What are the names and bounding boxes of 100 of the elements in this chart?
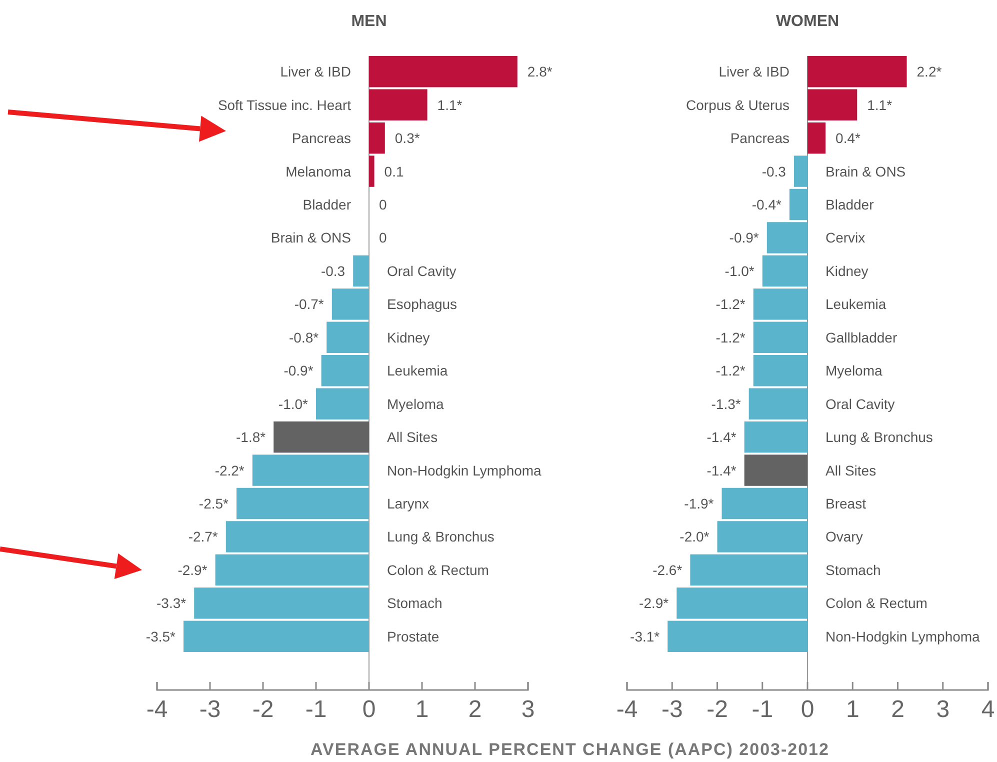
data-label: -2.5* — [198, 496, 230, 512]
data-label: -1.3* — [711, 396, 742, 412]
x-axis-title: AVERAGE ANNUAL PERCENT CHANGE (AAPC) 2003-2012 — [310, 740, 830, 759]
bar — [236, 488, 369, 520]
data-label: -1.2* — [716, 296, 746, 312]
data-label: 2.2* — [916, 64, 942, 80]
data-label: -1.4* — [706, 429, 737, 446]
y-tick-label: Lung & Bronchus — [387, 528, 494, 545]
x-tick-label: 3 — [521, 696, 535, 723]
data-label: -2.7* — [188, 528, 218, 545]
y-tick-label: Myeloma — [826, 362, 883, 379]
data-label: 0.4* — [836, 130, 862, 146]
bar — [766, 222, 808, 254]
y-tick-label: Leukemia — [826, 296, 886, 312]
bar — [369, 156, 374, 187]
data-label: 1.1* — [867, 96, 893, 113]
data-label: -3.1* — [630, 628, 660, 644]
bar — [676, 588, 808, 619]
bar — [326, 322, 369, 354]
x-tick-label: 0 — [800, 696, 814, 723]
chart-title: WOMEN — [776, 13, 840, 30]
data-label: -0.9* — [729, 230, 760, 246]
y-tick-label: Esophagus — [387, 296, 458, 312]
bar — [184, 620, 369, 652]
y-tick-label: Lung & Bronchus — [826, 429, 933, 446]
bar — [332, 288, 369, 320]
x-tick-label: -4 — [146, 696, 168, 723]
bar — [274, 421, 369, 453]
bar — [226, 521, 369, 552]
data-label: 2.8* — [527, 64, 553, 80]
bar — [762, 255, 808, 287]
y-tick-label: Stomach — [826, 562, 881, 578]
bar — [808, 89, 858, 120]
bar — [753, 322, 808, 354]
y-tick-label: Prostate — [387, 628, 440, 644]
data-label: -0.3 — [762, 163, 786, 180]
y-tick-label: Pancreas — [292, 130, 351, 146]
x-tick-label: -1 — [752, 696, 774, 723]
y-tick-label: Larynx — [387, 496, 430, 512]
y-tick-label: Kidney — [387, 329, 430, 346]
bar — [369, 122, 385, 154]
data-label: -2.9* — [178, 562, 208, 578]
bar — [321, 354, 369, 386]
data-label: -1.2* — [716, 329, 746, 346]
y-tick-label: Bladder — [826, 196, 874, 212]
y-tick-label: Colon & Rectum — [387, 562, 489, 578]
x-tick-label: 4 — [981, 696, 995, 723]
bar — [668, 620, 808, 652]
x-tick-label: 2 — [468, 696, 482, 723]
bar — [748, 388, 808, 420]
x-tick-label: -2 — [706, 696, 728, 723]
chart-title: MEN — [351, 13, 387, 30]
data-label: -1.9* — [684, 496, 714, 512]
data-label: 0.3* — [394, 130, 420, 146]
y-tick-label: Pancreas — [730, 130, 790, 146]
bar — [194, 588, 369, 619]
data-label: 0 — [379, 196, 387, 212]
bar — [353, 255, 369, 287]
y-tick-label: Soft Tissue inc. Heart — [218, 96, 352, 113]
y-tick-label: Oral Cavity — [387, 262, 456, 279]
bar — [744, 421, 808, 453]
bar — [794, 156, 808, 187]
x-tick-label: -4 — [616, 696, 638, 723]
data-label: 0.1 — [384, 163, 404, 180]
data-label: -2.0* — [680, 528, 710, 545]
x-tick-label: 1 — [846, 696, 860, 723]
y-tick-label: Gallbladder — [826, 329, 898, 346]
data-label: -2.6* — [652, 562, 683, 578]
data-label: -1.4* — [706, 462, 737, 478]
y-tick-label: Kidney — [826, 262, 868, 279]
data-label: -1.0* — [724, 262, 755, 279]
x-tick-label: -3 — [661, 696, 683, 723]
x-tick-label: 3 — [936, 696, 950, 723]
x-tick-label: -2 — [252, 696, 274, 723]
x-tick-label: 2 — [891, 696, 904, 723]
y-tick-label: Brain & ONS — [270, 230, 351, 246]
y-tick-label: Bladder — [302, 196, 352, 212]
bar — [690, 554, 808, 586]
x-tick-label: 0 — [362, 696, 376, 723]
data-label: -2.9* — [639, 595, 670, 612]
bar — [369, 56, 518, 88]
y-tick-label: Stomach — [387, 595, 442, 612]
bar — [808, 122, 826, 154]
bar — [808, 56, 907, 88]
x-tick-label: 1 — [415, 696, 429, 723]
bar — [753, 354, 808, 386]
y-tick-label: Non-Hodgkin Lymphoma — [826, 628, 980, 644]
data-label: -1.0* — [278, 396, 309, 412]
data-label: -3.3* — [156, 595, 187, 612]
y-tick-label: Breast — [826, 496, 866, 512]
y-tick-label: Corpus & Uterus — [686, 96, 790, 113]
y-tick-label: Leukemia — [387, 362, 448, 379]
data-label: -0.4* — [752, 196, 782, 212]
bar — [215, 554, 369, 586]
data-label: -0.3 — [320, 262, 346, 279]
data-label: -2.2* — [214, 462, 245, 478]
bar — [369, 89, 428, 120]
bar — [722, 488, 808, 520]
x-tick-label: -1 — [305, 696, 327, 723]
y-tick-label: Colon & Rectum — [826, 595, 928, 612]
